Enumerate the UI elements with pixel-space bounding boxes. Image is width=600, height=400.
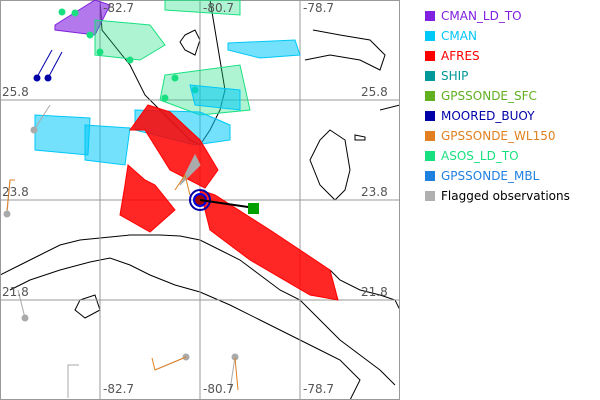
legend-swatch	[425, 131, 435, 141]
legend-item: CMAN	[425, 26, 570, 46]
gpssonde-wl150-observations	[6, 173, 239, 391]
legend-item: CMAN_LD_TO	[425, 6, 570, 26]
lon-label-bottom-2: -80.7	[203, 382, 235, 396]
legend-item: GPSSONDE_SFC	[425, 86, 570, 106]
legend-label: GPSSONDE_WL150	[441, 129, 556, 143]
coastlines	[0, 0, 400, 400]
legend-item: AFRES	[425, 46, 570, 66]
legend-label: CMAN_LD_TO	[441, 9, 522, 23]
lat-label-right-2: 23.8	[361, 185, 388, 199]
legend-swatch	[425, 11, 435, 21]
lat-label-left-1: 25.8	[2, 85, 29, 99]
legend-label: GPSSONDE_SFC	[441, 89, 537, 103]
lon-label-top-3: -78.7	[303, 1, 335, 15]
ship-track	[199, 199, 256, 209]
legend-item: SHIP	[425, 66, 570, 86]
lon-label-bottom-3: -78.7	[303, 382, 335, 396]
legend: CMAN_LD_TO CMAN AFRES SHIP GPSSONDE_SFC MOORE…	[425, 6, 570, 206]
moored-buoy-observations	[33, 49, 211, 211]
legend-label: ASOS_LD_TO	[441, 149, 519, 163]
legend-item: GPSSONDE_WL150	[425, 126, 570, 146]
lat-label-right-1: 25.8	[361, 85, 388, 99]
legend-swatch	[425, 111, 435, 121]
legend-item: ASOS_LD_TO	[425, 146, 570, 166]
lat-label-left-3: 21.8	[2, 285, 29, 299]
lon-label-top-1: -82.7	[103, 1, 135, 15]
legend-swatch	[425, 151, 435, 161]
legend-label: SHIP	[441, 69, 469, 83]
legend-label: GPSSONDE_MBL	[441, 169, 540, 183]
lat-label-right-3: 21.8	[361, 285, 388, 299]
legend-swatch	[425, 31, 435, 41]
legend-label: MOORED_BUOY	[441, 109, 535, 123]
cman-ld-to-observations	[54, 0, 111, 36]
legend-swatch	[425, 71, 435, 81]
legend-item: GPSSONDE_MBL	[425, 166, 570, 186]
lon-label-bottom-1: -82.7	[103, 382, 135, 396]
lat-label-left-2: 23.8	[2, 185, 29, 199]
legend-swatch	[425, 171, 435, 181]
legend-swatch	[425, 91, 435, 101]
gpssonde-sfc-observation	[248, 203, 259, 214]
station-map[interactable]	[0, 0, 400, 400]
legend-swatch	[425, 191, 435, 201]
legend-label: CMAN	[441, 29, 477, 43]
legend-item: MOORED_BUOY	[425, 106, 570, 126]
legend-label: Flagged observations	[441, 189, 570, 203]
legend-item: Flagged observations	[425, 186, 570, 206]
lon-label-top-2: -80.7	[203, 1, 235, 15]
legend-swatch	[425, 51, 435, 61]
legend-label: AFRES	[441, 49, 480, 63]
